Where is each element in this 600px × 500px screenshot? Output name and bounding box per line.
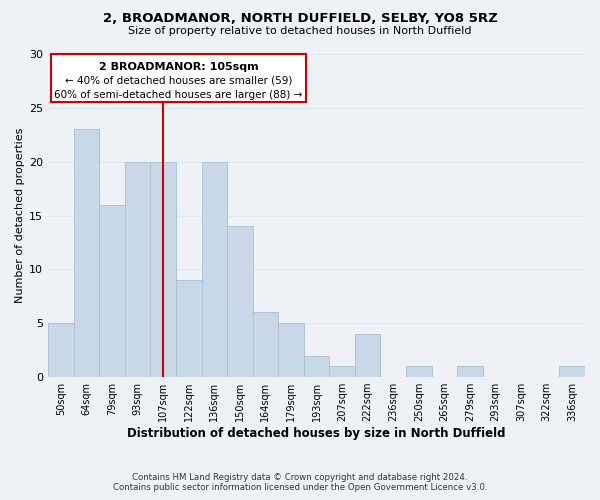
Bar: [74, 130, 99, 377]
Text: Size of property relative to detached houses in North Duffield: Size of property relative to detached ho…: [128, 26, 472, 36]
Bar: [329, 366, 355, 377]
Bar: [125, 162, 151, 377]
Text: ← 40% of detached houses are smaller (59): ← 40% of detached houses are smaller (59…: [65, 76, 292, 86]
Bar: [355, 334, 380, 377]
Bar: [227, 226, 253, 377]
Text: 60% of semi-detached houses are larger (88) →: 60% of semi-detached houses are larger (…: [55, 90, 303, 100]
Bar: [406, 366, 431, 377]
Bar: [559, 366, 585, 377]
Text: Contains HM Land Registry data © Crown copyright and database right 2024.
Contai: Contains HM Land Registry data © Crown c…: [113, 473, 487, 492]
Bar: [51, 54, 307, 102]
Bar: [457, 366, 483, 377]
Bar: [304, 356, 329, 377]
Bar: [253, 312, 278, 377]
Bar: [48, 323, 74, 377]
Bar: [99, 205, 125, 377]
X-axis label: Distribution of detached houses by size in North Duffield: Distribution of detached houses by size …: [127, 427, 506, 440]
Bar: [278, 323, 304, 377]
Bar: [151, 162, 176, 377]
Bar: [202, 162, 227, 377]
Y-axis label: Number of detached properties: Number of detached properties: [15, 128, 25, 303]
Bar: [176, 280, 202, 377]
Text: 2, BROADMANOR, NORTH DUFFIELD, SELBY, YO8 5RZ: 2, BROADMANOR, NORTH DUFFIELD, SELBY, YO…: [103, 12, 497, 26]
Text: 2 BROADMANOR: 105sqm: 2 BROADMANOR: 105sqm: [99, 62, 259, 72]
